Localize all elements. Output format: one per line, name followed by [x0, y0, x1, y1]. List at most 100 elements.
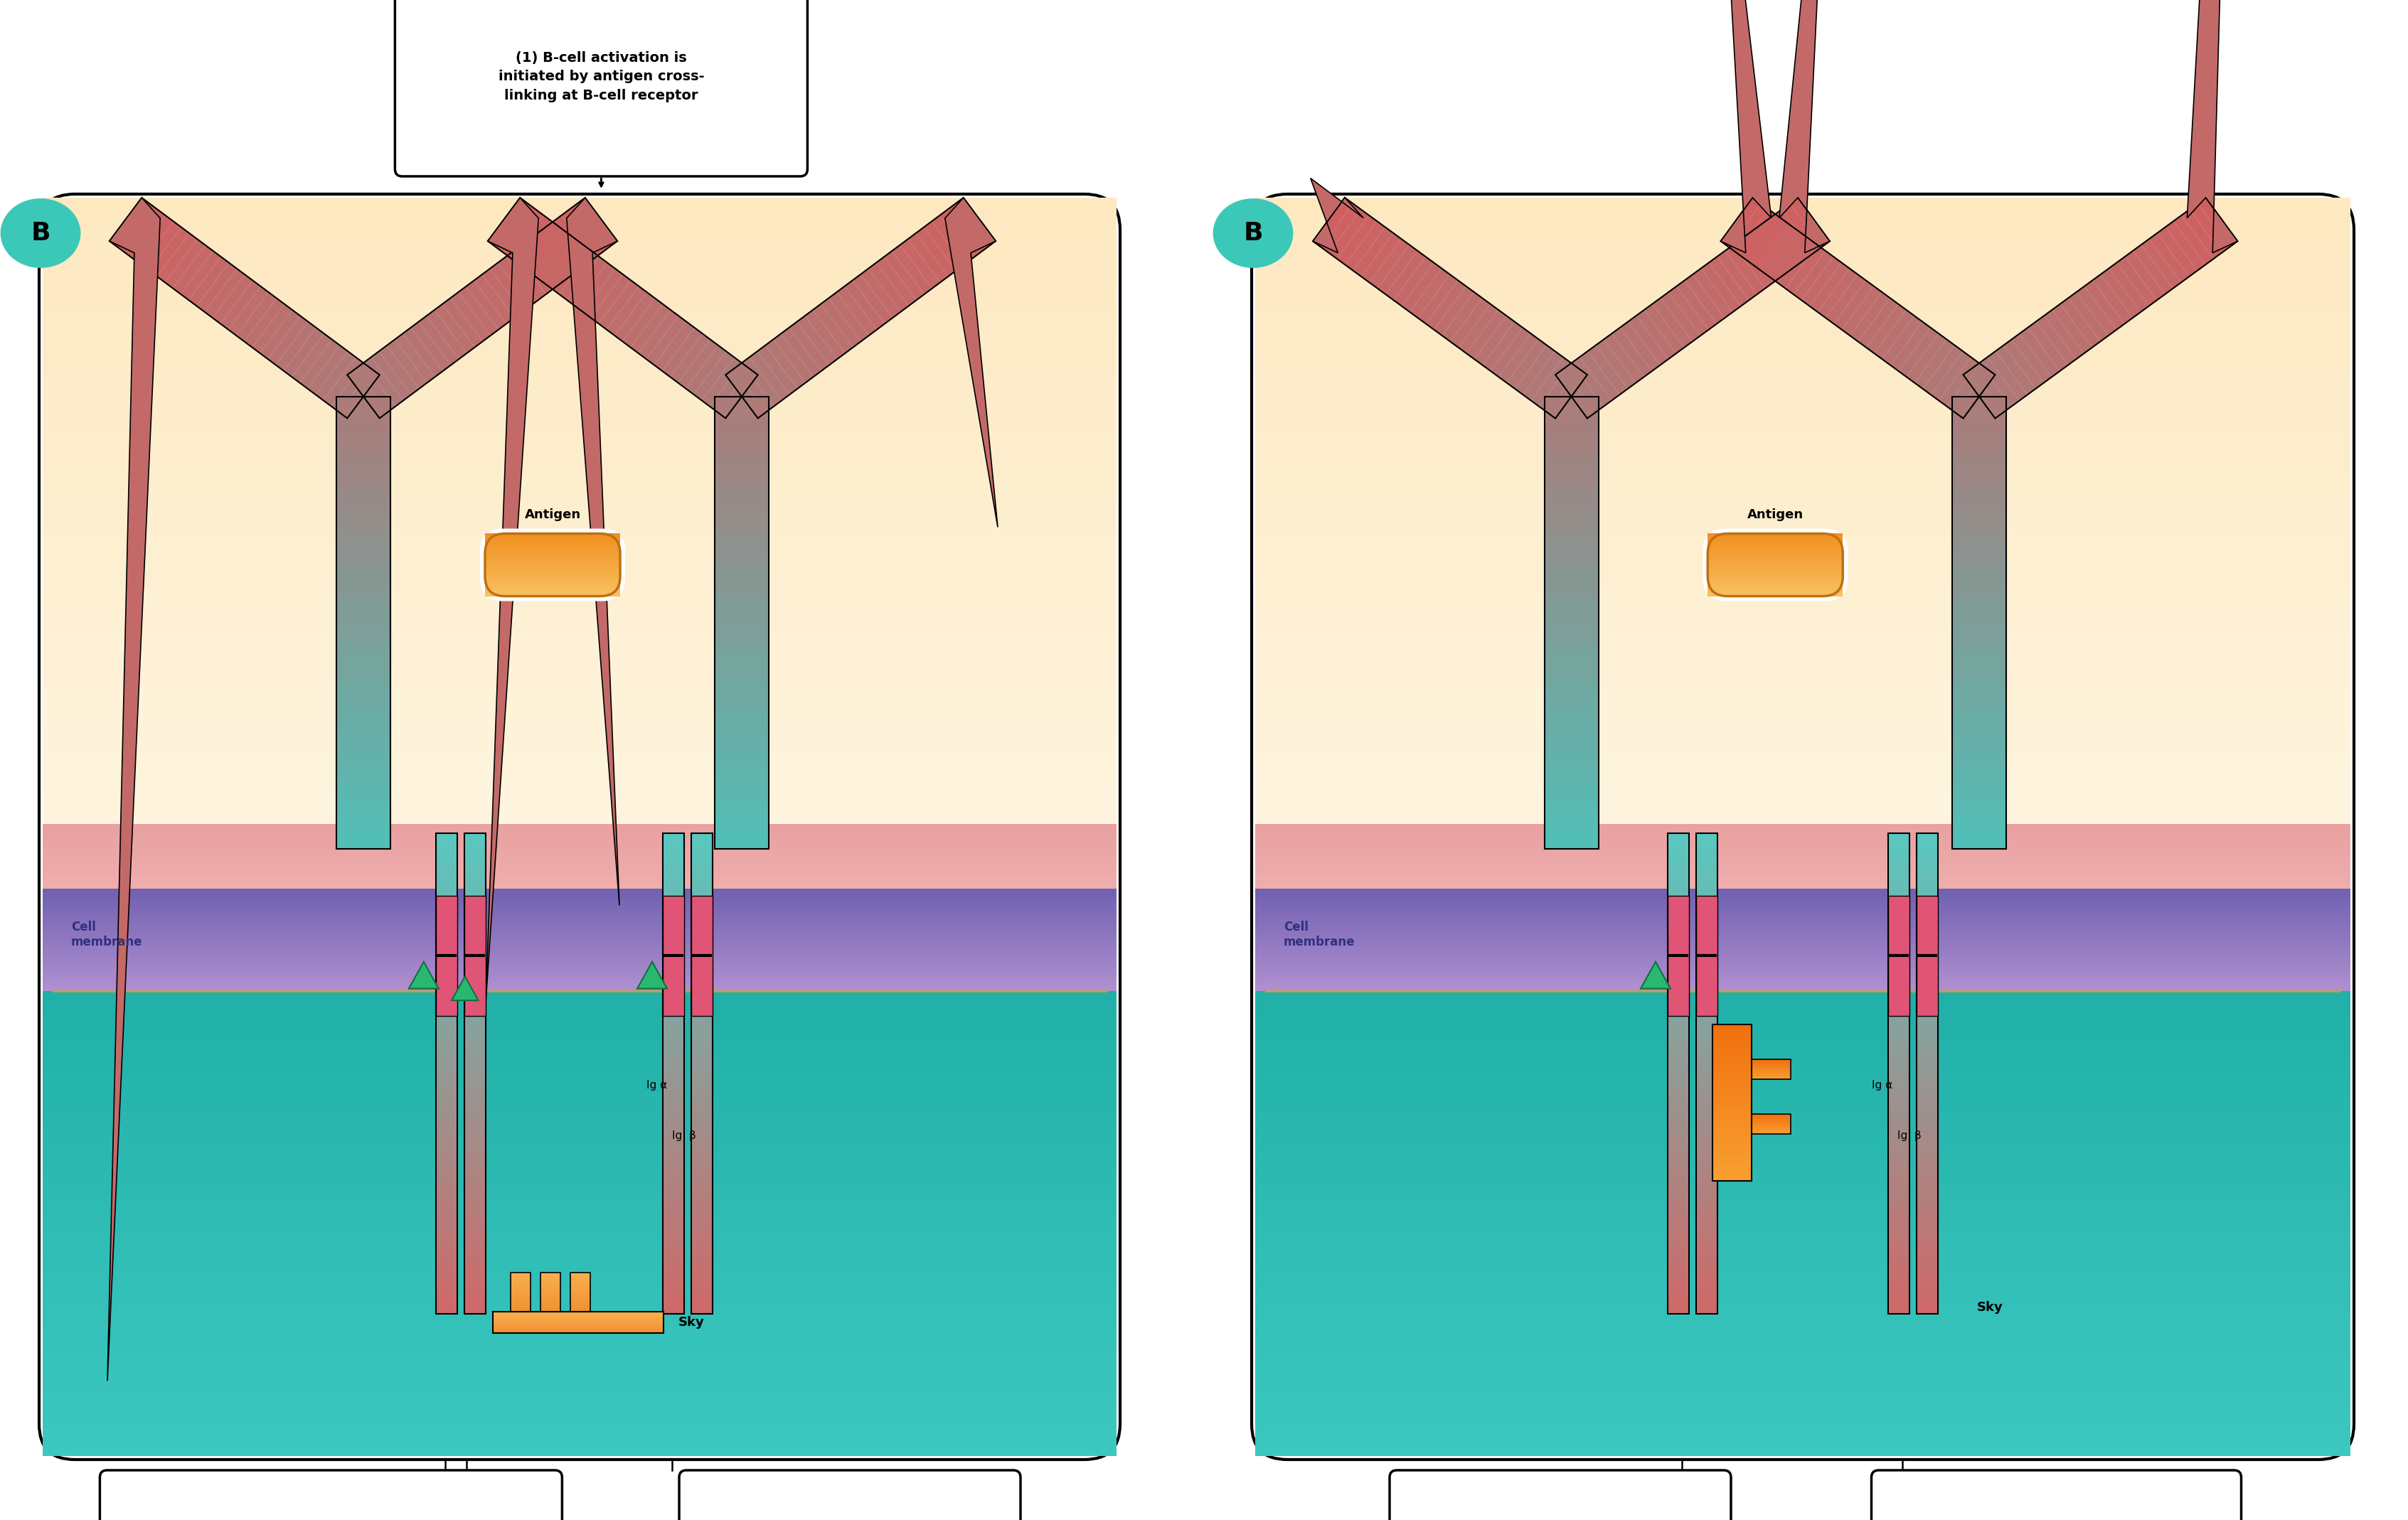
- Polygon shape: [1312, 198, 1353, 248]
- Bar: [662, 1097, 684, 1105]
- Bar: [43, 699, 1117, 710]
- Bar: [1255, 1187, 2350, 1196]
- Polygon shape: [1329, 210, 1370, 258]
- Bar: [691, 857, 713, 865]
- Bar: [1695, 1114, 1717, 1122]
- Bar: [43, 354, 1117, 365]
- Bar: [1917, 1066, 1938, 1073]
- Bar: [1544, 600, 1599, 611]
- Bar: [436, 914, 458, 921]
- Bar: [1669, 1178, 1688, 1186]
- Bar: [1695, 1170, 1717, 1178]
- Bar: [43, 1298, 1117, 1307]
- Bar: [465, 961, 486, 970]
- Bar: [1255, 576, 2350, 588]
- Bar: [436, 857, 458, 865]
- Bar: [1695, 1129, 1717, 1137]
- Bar: [1255, 936, 2350, 939]
- Bar: [715, 758, 768, 769]
- Bar: [1695, 1298, 1717, 1306]
- Bar: [1669, 1129, 1688, 1137]
- Polygon shape: [1676, 280, 1717, 330]
- Bar: [43, 1335, 1117, 1345]
- Bar: [662, 841, 684, 850]
- Bar: [1712, 1056, 1751, 1059]
- Bar: [691, 1122, 713, 1129]
- Bar: [337, 838, 390, 850]
- Bar: [691, 1281, 713, 1290]
- Bar: [43, 1280, 1117, 1289]
- Bar: [1707, 573, 1842, 575]
- Bar: [1669, 1017, 1688, 1026]
- Bar: [1917, 985, 1938, 994]
- Bar: [662, 1234, 684, 1242]
- Bar: [1707, 550, 1842, 552]
- Bar: [1255, 242, 2350, 254]
- Bar: [1712, 1131, 1751, 1134]
- Bar: [1712, 1158, 1751, 1161]
- Bar: [1707, 552, 1842, 553]
- Bar: [436, 1249, 458, 1259]
- Bar: [43, 1122, 1117, 1131]
- Bar: [1953, 588, 2006, 600]
- Polygon shape: [1507, 339, 1546, 389]
- Polygon shape: [1401, 263, 1442, 312]
- Bar: [662, 1290, 684, 1298]
- Bar: [1888, 970, 1910, 977]
- Bar: [43, 298, 1117, 309]
- Bar: [1669, 1281, 1688, 1290]
- Bar: [1255, 933, 2350, 936]
- Bar: [1255, 1158, 2350, 1167]
- Bar: [43, 1038, 1117, 1047]
- Bar: [1255, 947, 2350, 950]
- Bar: [1707, 556, 1842, 559]
- Polygon shape: [1604, 333, 1645, 383]
- Bar: [484, 544, 621, 546]
- Bar: [436, 1193, 458, 1202]
- Bar: [43, 897, 1117, 900]
- Bar: [715, 499, 768, 509]
- Bar: [691, 929, 713, 938]
- Bar: [1695, 1002, 1717, 1009]
- Bar: [43, 1009, 1117, 1020]
- Bar: [436, 1146, 458, 1154]
- Polygon shape: [1353, 226, 1394, 277]
- Bar: [43, 1400, 1117, 1409]
- Bar: [1712, 1084, 1751, 1087]
- Bar: [1544, 827, 1599, 838]
- Bar: [1953, 667, 2006, 679]
- Bar: [43, 543, 1117, 555]
- Bar: [1255, 1429, 2350, 1438]
- Bar: [1695, 889, 1717, 897]
- Bar: [43, 733, 1117, 743]
- Bar: [715, 736, 768, 748]
- Polygon shape: [1409, 269, 1450, 318]
- Bar: [1707, 553, 1842, 555]
- Bar: [43, 1363, 1117, 1373]
- Bar: [1917, 833, 1938, 841]
- Bar: [1917, 970, 1938, 977]
- Bar: [1669, 970, 1688, 977]
- Polygon shape: [1907, 333, 1946, 383]
- Bar: [436, 977, 458, 985]
- Bar: [662, 929, 684, 938]
- Bar: [715, 804, 768, 815]
- Bar: [691, 1129, 713, 1137]
- Bar: [43, 889, 1117, 892]
- Bar: [1695, 1242, 1717, 1249]
- Polygon shape: [2052, 304, 2093, 354]
- Bar: [43, 454, 1117, 465]
- Polygon shape: [402, 328, 443, 377]
- Polygon shape: [205, 269, 246, 318]
- Bar: [1669, 914, 1688, 921]
- Bar: [465, 1290, 486, 1298]
- Bar: [1669, 1041, 1688, 1049]
- Polygon shape: [1662, 292, 1700, 342]
- Bar: [1669, 994, 1688, 1002]
- Polygon shape: [1741, 233, 1782, 283]
- Bar: [1255, 1298, 2350, 1307]
- Bar: [1255, 610, 2350, 622]
- Bar: [1751, 1059, 1792, 1079]
- Bar: [1707, 543, 1842, 544]
- Bar: [465, 1082, 486, 1090]
